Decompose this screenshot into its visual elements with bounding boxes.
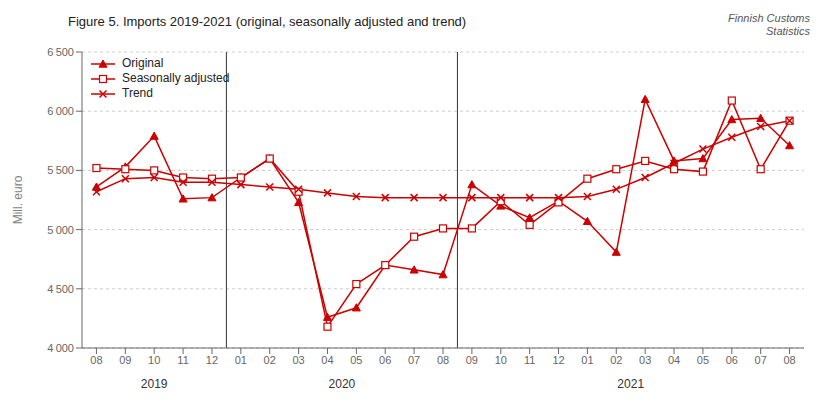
svg-text:01: 01 (235, 354, 247, 366)
html-text:Seasonally adjusted: Seasonally adjusted (122, 71, 230, 85)
html-text:Statistics: Statistics (766, 25, 810, 37)
svg-text:09: 09 (119, 354, 131, 366)
svg-text:12: 12 (552, 354, 564, 366)
svg-text:04: 04 (321, 354, 333, 366)
svg-text:04: 04 (668, 354, 680, 366)
svg-text:6 000: 6 000 (47, 105, 74, 117)
svg-text:06: 06 (726, 354, 738, 366)
svg-text:01: 01 (581, 354, 593, 366)
svg-text:07: 07 (755, 354, 767, 366)
svg-text:2021: 2021 (617, 377, 644, 391)
svg-text:12: 12 (206, 354, 218, 366)
svg-text:10: 10 (495, 354, 507, 366)
svg-text:4 500: 4 500 (47, 283, 74, 295)
svg-text:09: 09 (466, 354, 478, 366)
html-text:Figure 5. Imports 2019-2021 (o: Figure 5. Imports 2019-2021 (original, s… (68, 14, 467, 29)
svg-text:05: 05 (697, 354, 709, 366)
html-text:Finnish Customs: Finnish Customs (728, 12, 810, 24)
svg-text:Mill. euro: Mill. euro (11, 175, 25, 224)
svg-text:11: 11 (524, 354, 535, 366)
svg-text:2019: 2019 (141, 377, 168, 391)
svg-text:02: 02 (264, 354, 276, 366)
svg-text:6 500: 6 500 (47, 46, 74, 58)
svg-text:5 000: 5 000 (47, 224, 74, 236)
svg-text:08: 08 (437, 354, 449, 366)
svg-text:07: 07 (408, 354, 420, 366)
svg-text:10: 10 (148, 354, 160, 366)
html-text:Trend: Trend (122, 86, 153, 100)
svg-text:11: 11 (177, 354, 188, 366)
svg-text:08: 08 (783, 354, 795, 366)
svg-text:05: 05 (350, 354, 362, 366)
svg-text:2020: 2020 (329, 377, 356, 391)
svg-text:03: 03 (292, 354, 304, 366)
svg-text:08: 08 (90, 354, 102, 366)
html-text:Original: Original (122, 56, 164, 70)
svg-text:02: 02 (610, 354, 622, 366)
svg-text:06: 06 (379, 354, 391, 366)
svg-text:5 500: 5 500 (47, 164, 74, 176)
svg-text:4 000: 4 000 (47, 342, 74, 354)
svg-text:03: 03 (639, 354, 651, 366)
